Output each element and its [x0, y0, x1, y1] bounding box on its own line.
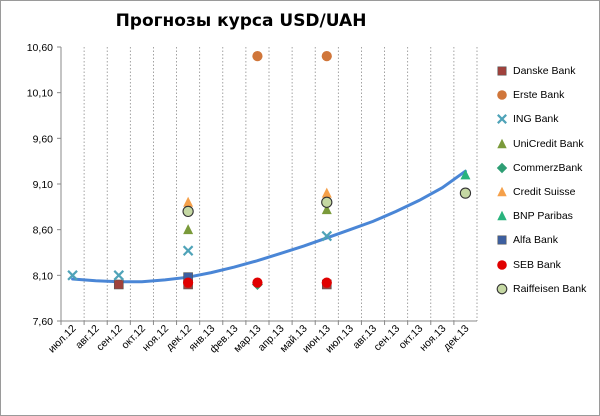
point-raiffeisen-bank: [459, 187, 472, 199]
chart-title: Прогнозы курса USD/UAH: [115, 11, 367, 31]
legend-marker-ing-bank: [497, 114, 507, 125]
legend-marker-danske-bank: [497, 66, 507, 76]
point-erste-bank: [252, 51, 263, 62]
legend-label: BNP Paribas: [513, 210, 573, 223]
point-erste-bank: [321, 51, 332, 62]
point-unicredit-bank: [321, 204, 332, 215]
legend-marker-unicredit-bank: [497, 138, 507, 148]
legend-marker-seb-bank: [497, 259, 507, 270]
point-seb-bank: [183, 277, 194, 288]
point-danske-bank: [113, 279, 124, 290]
point-raiffeisen-bank: [321, 196, 333, 208]
legend-label: SEB Bank: [513, 258, 561, 271]
legend-item-bnp-paribas: BNP Paribas: [495, 204, 599, 228]
legend-marker-raiffeisen-bank: [496, 283, 508, 295]
point-bnp-paribas: [460, 169, 471, 180]
legend-item-raiffeisen-bank: Raiffeisen Bank: [495, 277, 599, 301]
legend-marker: [496, 162, 508, 174]
point-ing-bank: [113, 270, 125, 281]
legend-item-alfa-bank: Alfa Bank: [495, 228, 599, 252]
legend-label: UniCredit Bank: [513, 137, 584, 150]
legend-item-erste-bank: Erste Bank: [495, 83, 599, 107]
legend-marker: [497, 66, 507, 76]
legend-marker: [496, 283, 508, 295]
legend-marker-credit-suisse: [497, 186, 507, 197]
legend-item-danske-bank: Danske Bank: [495, 59, 599, 83]
legend-label: Credit Suisse: [513, 186, 576, 199]
legend-label: Alfa Bank: [513, 234, 558, 247]
legend-marker: [497, 138, 507, 148]
x-tick-label: дек.13: [441, 323, 472, 354]
y-tick-label: 10,10: [27, 88, 53, 100]
x-tick-label: сен.12: [94, 323, 125, 354]
x-tick-label: ноя.12: [140, 323, 171, 354]
legend-item-commerzbank: CommerzBank: [495, 156, 599, 180]
legend-item-unicredit-bank: UniCredit Bank: [495, 132, 599, 156]
y-tick-label: 8,60: [33, 225, 54, 237]
legend-label: Erste Bank: [513, 89, 565, 102]
y-tick-label: 9,10: [33, 179, 54, 191]
legend-marker: [497, 211, 507, 221]
legend-item-ing-bank: ING Bank: [495, 107, 599, 131]
legend-marker-commerzbank: [496, 162, 508, 174]
y-tick-label: 9,60: [33, 133, 54, 145]
legend-label: Danske Bank: [513, 65, 576, 78]
point-unicredit-bank: [183, 224, 194, 235]
legend-marker-erste-bank: [497, 90, 507, 101]
y-tick-label: 10,60: [27, 42, 53, 54]
point-ing-bank: [321, 230, 333, 242]
y-tick-label: 7,60: [33, 316, 54, 328]
point-seb-bank: [321, 277, 332, 288]
point-credit-suisse: [321, 187, 332, 198]
y-tick-label: 8,10: [33, 270, 54, 282]
legend-marker: [497, 186, 507, 197]
legend-marker: [497, 259, 507, 270]
point-ing-bank: [67, 270, 78, 281]
legend-marker: [497, 90, 507, 101]
legend-marker-alfa-bank: [497, 235, 507, 245]
legend-item-seb-bank: SEB Bank: [495, 253, 599, 277]
point-ing-bank: [182, 245, 194, 256]
x-tick-label: сен.13: [371, 323, 402, 354]
legend-marker: [497, 235, 507, 245]
point-raiffeisen-bank: [182, 205, 194, 218]
legend-label: ING Bank: [513, 113, 559, 126]
point-credit-suisse: [183, 196, 194, 207]
legend-marker-bnp-paribas: [497, 211, 507, 221]
legend: Danske Bank Erste Bank ING Bank UniCredit B…: [495, 59, 599, 301]
legend-label: CommerzBank: [513, 161, 583, 174]
legend-label: Raiffeisen Bank: [513, 282, 587, 295]
point-seb-bank: [252, 277, 263, 288]
legend-marker: [497, 114, 507, 125]
legend-item-credit-suisse: Credit Suisse: [495, 180, 599, 204]
x-tick-label: ноя.13: [417, 323, 448, 354]
trend-line: [71, 169, 467, 284]
